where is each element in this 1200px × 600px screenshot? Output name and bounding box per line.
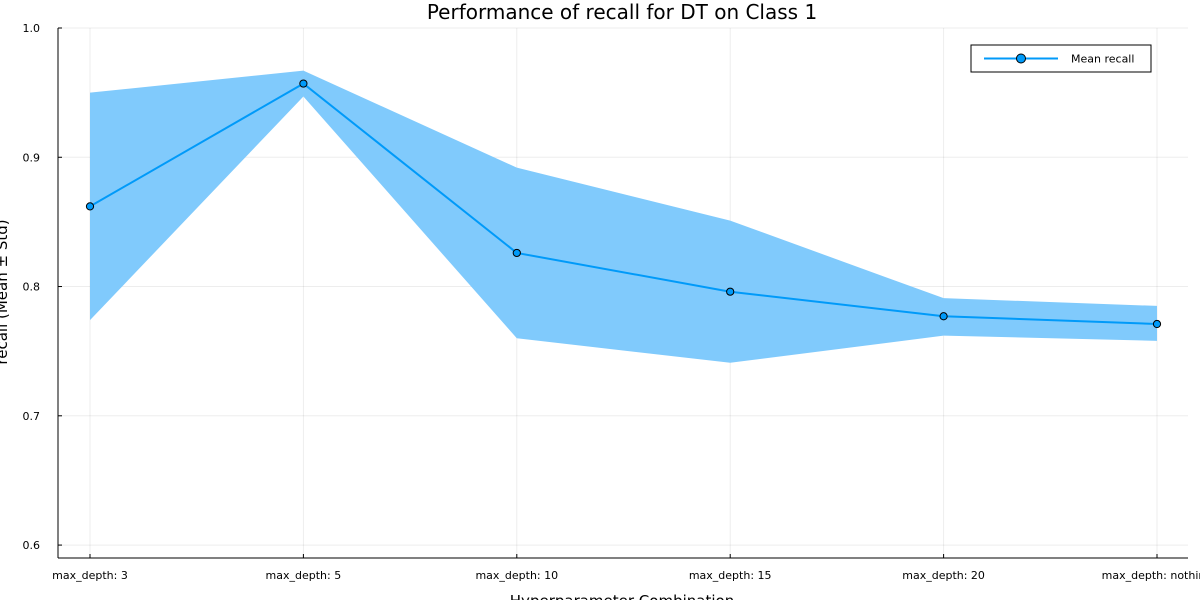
x-tick-label: max_depth: 20 (902, 569, 985, 582)
x-tick-label: max_depth: 5 (266, 569, 342, 582)
x-tick-label: max_depth: nothing (1102, 569, 1200, 582)
mean-recall-point (726, 287, 735, 296)
mean-recall-point (939, 312, 948, 321)
mean-recall-line (89, 82, 1158, 326)
legend-label-mean-recall: Mean recall (1071, 53, 1134, 66)
mean-recall-point (512, 248, 521, 258)
legend: Mean recall (970, 44, 1152, 73)
std-band (90, 70, 1157, 363)
mean-recall-point (299, 79, 308, 88)
x-tick-label: max_depth: 10 (475, 569, 558, 582)
y-tick-labels: 0.6 0.7 0.8 0.9 1.0 (23, 22, 41, 552)
mean-recall-point (85, 202, 95, 211)
y-tick-label: 0.6 (23, 539, 41, 552)
x-axis-label: Hyperparameter Combination (510, 592, 734, 600)
x-tick-label: max_depth: 15 (689, 569, 772, 582)
std-band-layer (90, 70, 1157, 363)
y-tick-label: 0.8 (23, 281, 41, 294)
y-tick-label: 0.7 (23, 410, 41, 423)
y-tick-label: 1.0 (23, 22, 41, 35)
axes (57, 27, 1188, 559)
x-tick-label: max_depth: 3 (52, 569, 128, 582)
mean-recall-point (1152, 319, 1162, 329)
chart-title: Performance of recall for DT on Class 1 (427, 0, 817, 24)
y-tick-label: 0.9 (23, 151, 41, 164)
series-layer (85, 79, 1162, 329)
y-axis-label: recall (Mean ± Std) (0, 219, 11, 364)
legend-marker-swatch (1016, 53, 1026, 64)
x-tick-labels: max_depth: 3 max_depth: 5 max_depth: 10 max… (52, 569, 1200, 582)
